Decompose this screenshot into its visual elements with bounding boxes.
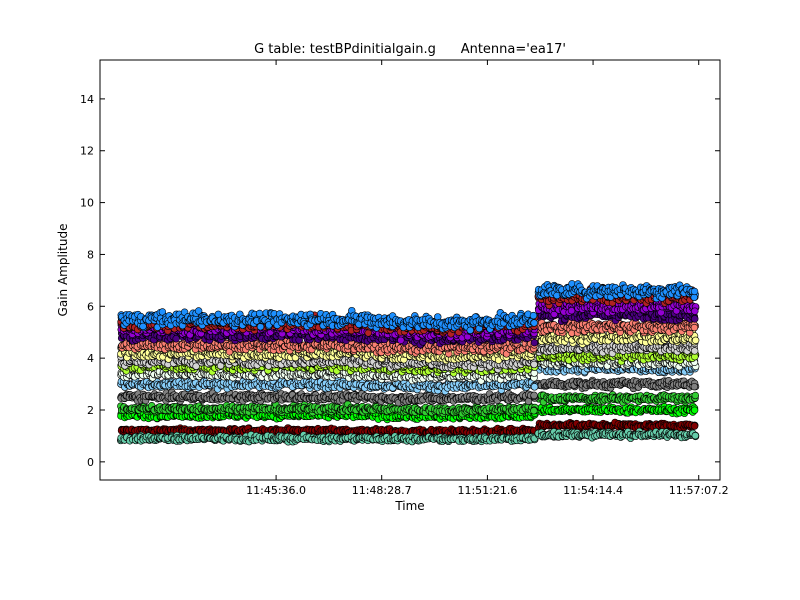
data-point — [690, 406, 699, 414]
data-point — [530, 407, 538, 415]
data-point — [690, 382, 699, 391]
chart-title: G table: testBPdinitialgain.g Antenna='e… — [254, 42, 566, 57]
data-point — [691, 391, 700, 400]
plot-area — [117, 280, 700, 446]
data-point — [530, 391, 538, 400]
data-point — [691, 431, 700, 440]
series-2 — [117, 427, 700, 446]
data-point — [690, 422, 699, 430]
data-point — [530, 383, 539, 391]
